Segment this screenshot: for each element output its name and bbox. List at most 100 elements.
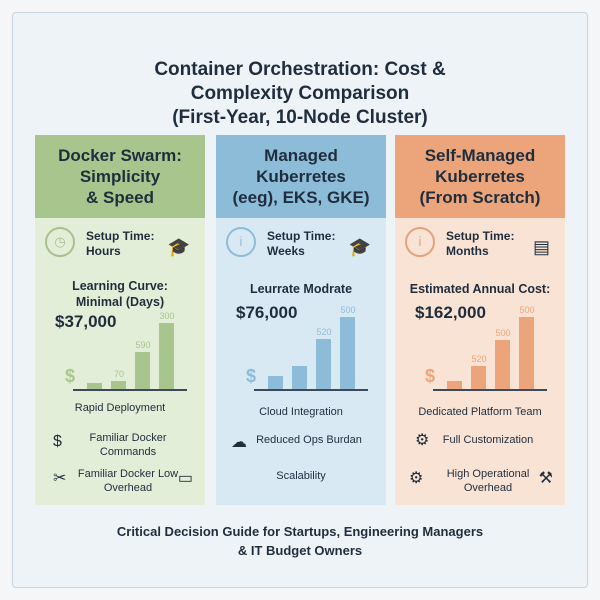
- panel-subtitle: Learning Curve: Minimal (Days): [35, 278, 205, 310]
- bar-label: 500: [519, 305, 535, 315]
- dollar-circle-icon: $: [53, 433, 62, 450]
- subtitle-line: Leurrate Modrate: [249, 282, 353, 296]
- panel-docker-swarm: Docker Swarm: Simplicity & Speed ◷ Setup T…: [35, 135, 205, 505]
- chart-bar: [447, 381, 462, 389]
- chart-bar: [340, 317, 355, 389]
- chart-baseline: [73, 389, 187, 391]
- panel-header: Docker Swarm: Simplicity & Speed: [35, 135, 205, 218]
- panel-title-line: Simplicity: [79, 167, 161, 186]
- bar-label: 500: [340, 305, 356, 315]
- dollar-icon: $: [246, 366, 257, 386]
- feature-label: High Operational Overhead: [446, 468, 530, 494]
- mini-bar-chart: $ 520 500: [246, 305, 368, 391]
- feature-item: Cloud Integration: [216, 405, 386, 419]
- panel-managed-kubernetes: Managed Kuberretes (eeg), EKS, GKE) i Setu…: [216, 135, 386, 505]
- info-icon: i: [226, 227, 256, 257]
- cloud-icon: ☁: [231, 434, 247, 451]
- panel-title-line: Kuberretes: [435, 167, 525, 186]
- panel-title-line: (eeg), EKS, GKE): [232, 188, 370, 207]
- chart-bar: [111, 381, 126, 389]
- panel-header: Self-Managed Kuberretes (From Scratch): [395, 135, 565, 218]
- panel-title-line: Kuberretes: [256, 167, 346, 186]
- setup-label: Setup Time:: [86, 229, 155, 243]
- chart-bar: [519, 317, 534, 389]
- info-icon: i: [405, 227, 435, 257]
- feature-item: Reduced Ops Burdan: [216, 433, 386, 447]
- feature-item: Full Customization: [395, 433, 565, 447]
- clock-icon: ◷: [45, 227, 75, 257]
- chart-bar: [268, 376, 283, 389]
- setup-value: Weeks: [267, 244, 305, 258]
- setup-time: ◷ Setup Time: Hours 🎓: [40, 227, 200, 267]
- title-line: Container Orchestration: Cost &: [154, 59, 446, 80]
- cost-value: $76,000: [236, 303, 298, 322]
- bar-label: 300: [159, 310, 175, 321]
- feature-label: Familiar Docker Low Overhead: [77, 468, 179, 494]
- chart-bar: [135, 351, 150, 389]
- feature-label: Rapid Deployment: [74, 402, 166, 414]
- chart-baseline: [433, 389, 547, 391]
- feature-label: Full Customization: [442, 434, 534, 446]
- bar-label: 520: [471, 353, 487, 364]
- dollar-icon: $: [65, 366, 76, 386]
- feature-label: Reduced Ops Burdan: [256, 434, 362, 446]
- feature-item: Familiar Docker Commands: [35, 431, 205, 459]
- panel-title-line: Docker Swarm:: [58, 146, 182, 165]
- subtitle-line: Estimated Annual Cost:: [409, 282, 551, 296]
- mini-bar-chart: $ 70 590 300: [65, 311, 187, 391]
- bar-label: 590: [135, 339, 151, 350]
- setup-label: Setup Time:: [267, 229, 336, 243]
- bar-label: 520: [316, 326, 332, 337]
- feature-item: High Operational Overhead: [395, 467, 565, 495]
- main-title: Container Orchestration: Cost & Complexi…: [0, 58, 600, 130]
- setup-time: i Setup Time: Months ▤: [400, 227, 560, 267]
- cost-value: $162,000: [415, 303, 486, 322]
- gear-icon: ⚙: [415, 432, 430, 449]
- subtitle-line: Learning Curve:: [72, 279, 168, 293]
- chat-icon: ▭: [177, 470, 193, 487]
- graduation-cap-icon: 🎓: [348, 237, 371, 257]
- footer-line: Critical Decision Guide for Startups, En…: [116, 524, 484, 539]
- panel-title-line: Self-Managed: [424, 146, 536, 165]
- feature-item: Familiar Docker Low Overhead: [35, 467, 205, 495]
- footer-line: & IT Budget Owners: [237, 543, 363, 558]
- panel-title-line: & Speed: [85, 188, 155, 207]
- setup-value: Hours: [86, 244, 121, 258]
- dollar-icon: $: [425, 366, 436, 386]
- chart-bar: [316, 338, 331, 389]
- panel-title-line: Managed: [264, 146, 338, 165]
- panel-self-managed-kubernetes: Self-Managed Kuberretes (From Scratch) i S…: [395, 135, 565, 505]
- feature-item: Scalability: [216, 469, 386, 483]
- setup-value: Months: [446, 244, 489, 258]
- feature-label: Dedicated Platform Team: [418, 406, 542, 418]
- panel-title-line: (From Scratch): [419, 188, 541, 207]
- chart-bar: [495, 340, 510, 389]
- title-line: (First-Year, 10-Node Cluster): [172, 107, 428, 128]
- setup-label: Setup Time:: [446, 229, 515, 243]
- bar-label: 500: [495, 328, 511, 339]
- feature-label: Familiar Docker Commands: [89, 432, 167, 458]
- feature-label: Cloud Integration: [259, 406, 343, 418]
- setup-time: i Setup Time: Weeks 🎓: [221, 227, 381, 267]
- footer: Critical Decision Guide for Startups, En…: [0, 522, 600, 560]
- mini-bar-chart: $ 520 500 500: [425, 305, 547, 391]
- feature-label: Scalability: [276, 470, 326, 482]
- title-line: Complexity Comparison: [190, 83, 410, 104]
- chart-bar: [87, 383, 102, 389]
- panel-subtitle: Estimated Annual Cost:: [395, 281, 565, 297]
- feature-item: Dedicated Platform Team: [395, 405, 565, 419]
- chart-bar: [292, 365, 307, 389]
- feature-item: Rapid Deployment: [35, 401, 205, 415]
- team-icon: ⚙: [409, 470, 424, 487]
- panel-subtitle: Leurrate Modrate: [216, 281, 386, 297]
- server-icon: ▤: [532, 237, 550, 257]
- chart-bar: [159, 322, 174, 389]
- chart-baseline: [254, 389, 368, 391]
- chart-bar: [471, 365, 486, 389]
- tools-icon: ⚒: [538, 470, 553, 487]
- subtitle-line: Minimal (Days): [75, 295, 165, 309]
- wrench-icon: ✂: [53, 470, 67, 487]
- graduation-cap-icon: 🎓: [167, 237, 190, 257]
- cost-value: $37,000: [55, 312, 117, 331]
- bar-label: 70: [113, 369, 124, 380]
